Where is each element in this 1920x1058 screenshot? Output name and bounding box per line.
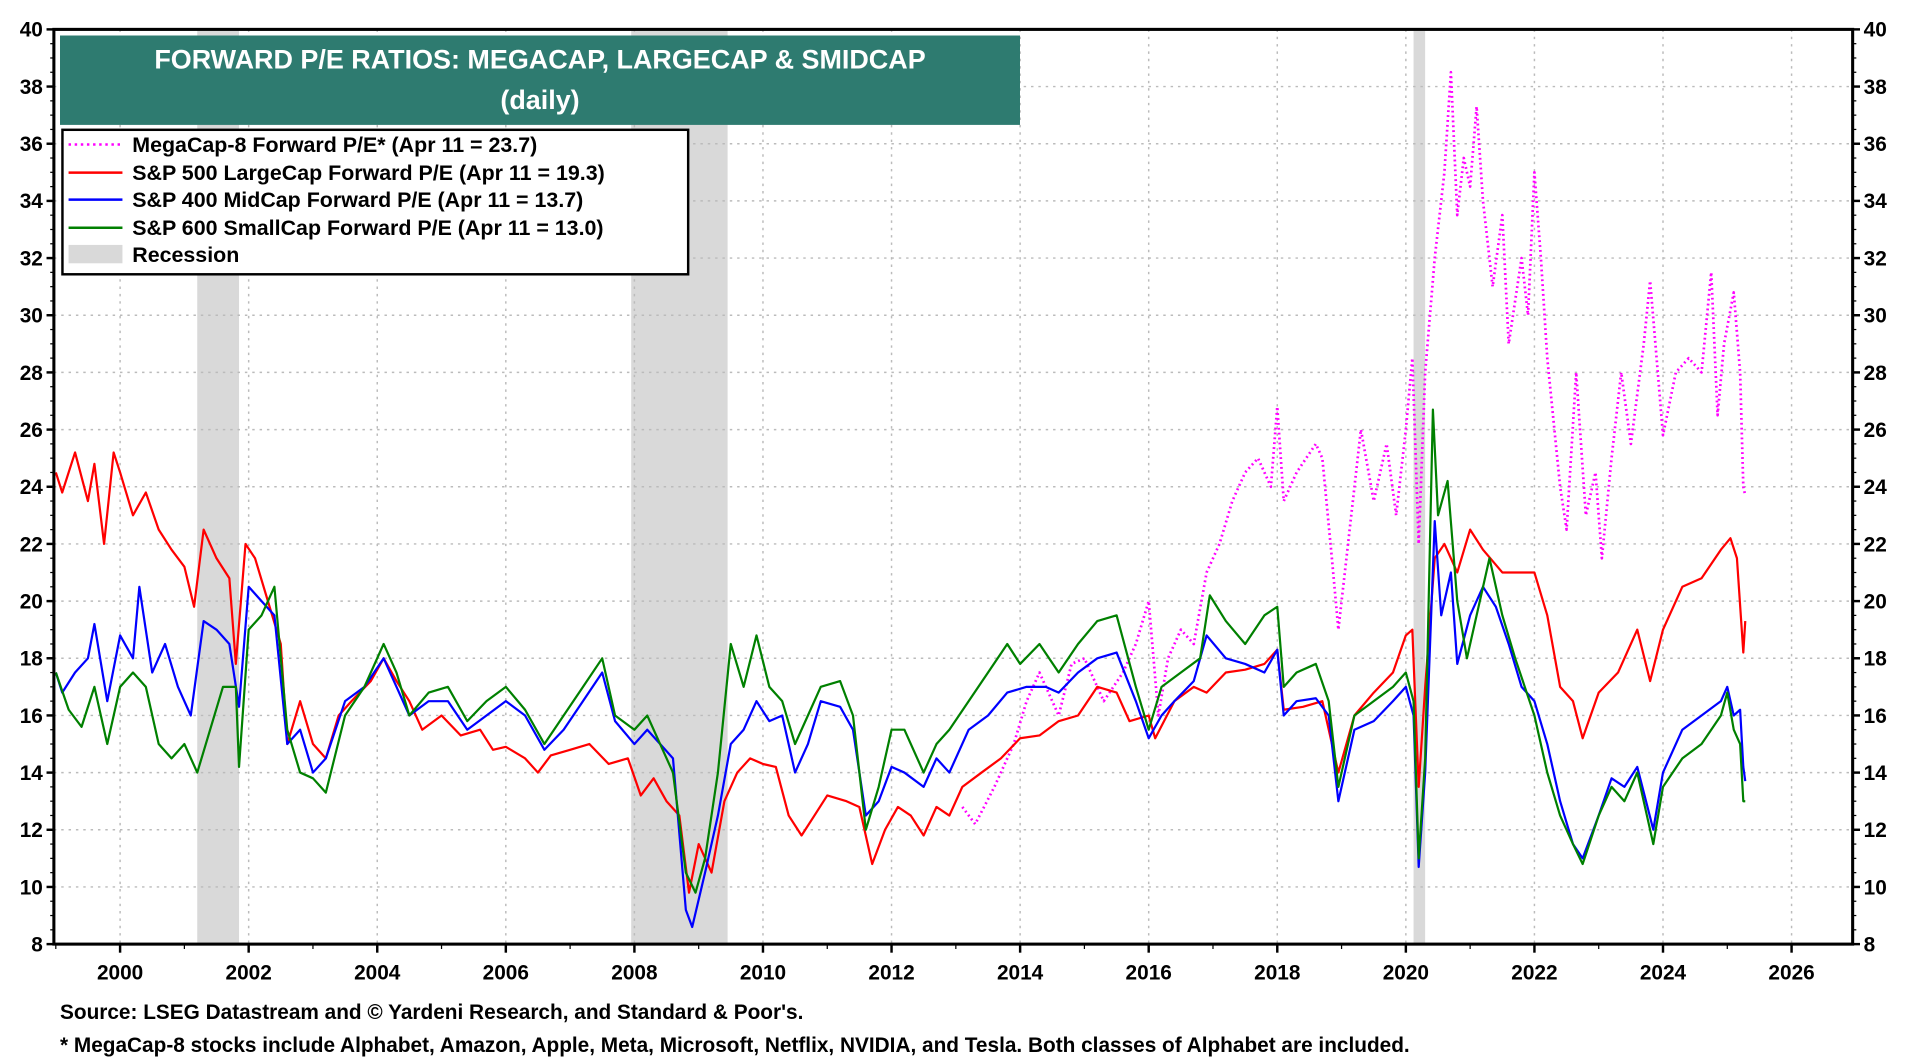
y-tick-label-left: 34 bbox=[20, 190, 44, 213]
y-tick-label-right: 36 bbox=[1864, 133, 1887, 156]
series-line-sp400 bbox=[54, 519, 1747, 929]
y-tick-label-right: 30 bbox=[1864, 305, 1887, 328]
y-tick-label-left: 26 bbox=[20, 419, 43, 442]
legend-label-megacap: MegaCap-8 Forward P/E* (Apr 11 = 23.7) bbox=[132, 133, 537, 157]
y-tick-label-right: 34 bbox=[1864, 190, 1888, 213]
y-tick-label-left: 12 bbox=[20, 819, 43, 842]
x-tick-label: 2018 bbox=[1254, 962, 1300, 985]
y-tick-label-right: 8 bbox=[1864, 933, 1876, 956]
legend-label-recession: Recession bbox=[132, 243, 239, 267]
legend-label-sp600: S&P 600 SmallCap Forward P/E (Apr 11 = 1… bbox=[132, 216, 603, 240]
y-tick-label-left: 18 bbox=[20, 648, 43, 671]
y-tick-label-right: 10 bbox=[1864, 876, 1887, 899]
x-tick-label: 2006 bbox=[483, 962, 529, 985]
megacap-footnote: * MegaCap-8 stocks include Alphabet, Ama… bbox=[60, 1034, 1410, 1057]
y-tick-label-left: 22 bbox=[20, 533, 43, 556]
series-line-megacap8 bbox=[961, 70, 1747, 826]
y-tick-label-right: 24 bbox=[1864, 476, 1888, 499]
y-tick-label-right: 26 bbox=[1864, 419, 1887, 442]
y-tick-label-right: 14 bbox=[1864, 762, 1888, 785]
y-tick-label-right: 38 bbox=[1864, 76, 1887, 99]
title-background bbox=[60, 35, 1020, 125]
y-tick-label-left: 36 bbox=[20, 133, 43, 156]
y-tick-label-left: 10 bbox=[20, 876, 43, 899]
legend-label-sp400: S&P 400 MidCap Forward P/E (Apr 11 = 13.… bbox=[132, 188, 583, 212]
legend-box bbox=[61, 128, 690, 276]
y-tick-label-left: 38 bbox=[20, 76, 43, 99]
x-tick-label: 2014 bbox=[997, 962, 1044, 985]
series-line-sp600 bbox=[54, 408, 1746, 894]
y-tick-label-right: 40 bbox=[1864, 19, 1887, 42]
chart-title: FORWARD P/E RATIOS: MEGACAP, LARGECAP & … bbox=[154, 45, 925, 75]
y-tick-label-left: 20 bbox=[20, 590, 43, 613]
legend-label-sp500: S&P 500 LargeCap Forward P/E (Apr 11 = 1… bbox=[132, 161, 605, 185]
y-tick-label-right: 20 bbox=[1864, 590, 1887, 613]
x-tick-label: 2010 bbox=[740, 962, 786, 985]
series-line-sp500 bbox=[54, 451, 1747, 894]
x-tick-label: 2008 bbox=[611, 962, 657, 985]
y-tick-label-left: 28 bbox=[20, 362, 43, 385]
x-tick-label: 2000 bbox=[97, 962, 143, 985]
x-tick-label: 2026 bbox=[1768, 962, 1814, 985]
y-tick-label-left: 16 bbox=[20, 705, 43, 728]
y-tick-label-left: 8 bbox=[31, 933, 43, 956]
gridlines bbox=[53, 29, 1853, 945]
x-tick-label: 2022 bbox=[1511, 962, 1557, 985]
chart-subtitle: (daily) bbox=[500, 85, 579, 115]
y-tick-label-right: 28 bbox=[1864, 362, 1887, 385]
y-tick-label-left: 30 bbox=[20, 305, 43, 328]
x-tick-label: 2016 bbox=[1126, 962, 1172, 985]
y-tick-label-right: 18 bbox=[1864, 648, 1887, 671]
legend: MegaCap-8 Forward P/E* (Apr 11 = 23.7) S… bbox=[61, 128, 690, 276]
legend-swatch-recession bbox=[68, 244, 123, 264]
x-tick-label: 2020 bbox=[1383, 962, 1429, 985]
y-tick-label-right: 32 bbox=[1864, 247, 1887, 270]
y-tick-label-right: 22 bbox=[1864, 533, 1887, 556]
recession-band bbox=[1413, 29, 1426, 945]
y-tick-label-left: 14 bbox=[20, 762, 44, 785]
x-tick-label: 2002 bbox=[226, 962, 272, 985]
title-box: FORWARD P/E RATIOS: MEGACAP, LARGECAP & … bbox=[60, 35, 1020, 125]
y-tick-label-right: 12 bbox=[1864, 819, 1887, 842]
y-tick-label-right: 16 bbox=[1864, 705, 1887, 728]
y-tick-label-left: 24 bbox=[20, 476, 44, 499]
y-tick-label-left: 40 bbox=[20, 19, 43, 42]
data-series bbox=[54, 70, 1747, 929]
y-tick-label-left: 32 bbox=[20, 247, 43, 270]
x-tick-label: 2004 bbox=[354, 962, 401, 985]
x-tick-label: 2024 bbox=[1640, 962, 1687, 985]
x-tick-label: 2012 bbox=[868, 962, 914, 985]
source-note: Source: LSEG Datastream and © Yardeni Re… bbox=[60, 1001, 803, 1024]
